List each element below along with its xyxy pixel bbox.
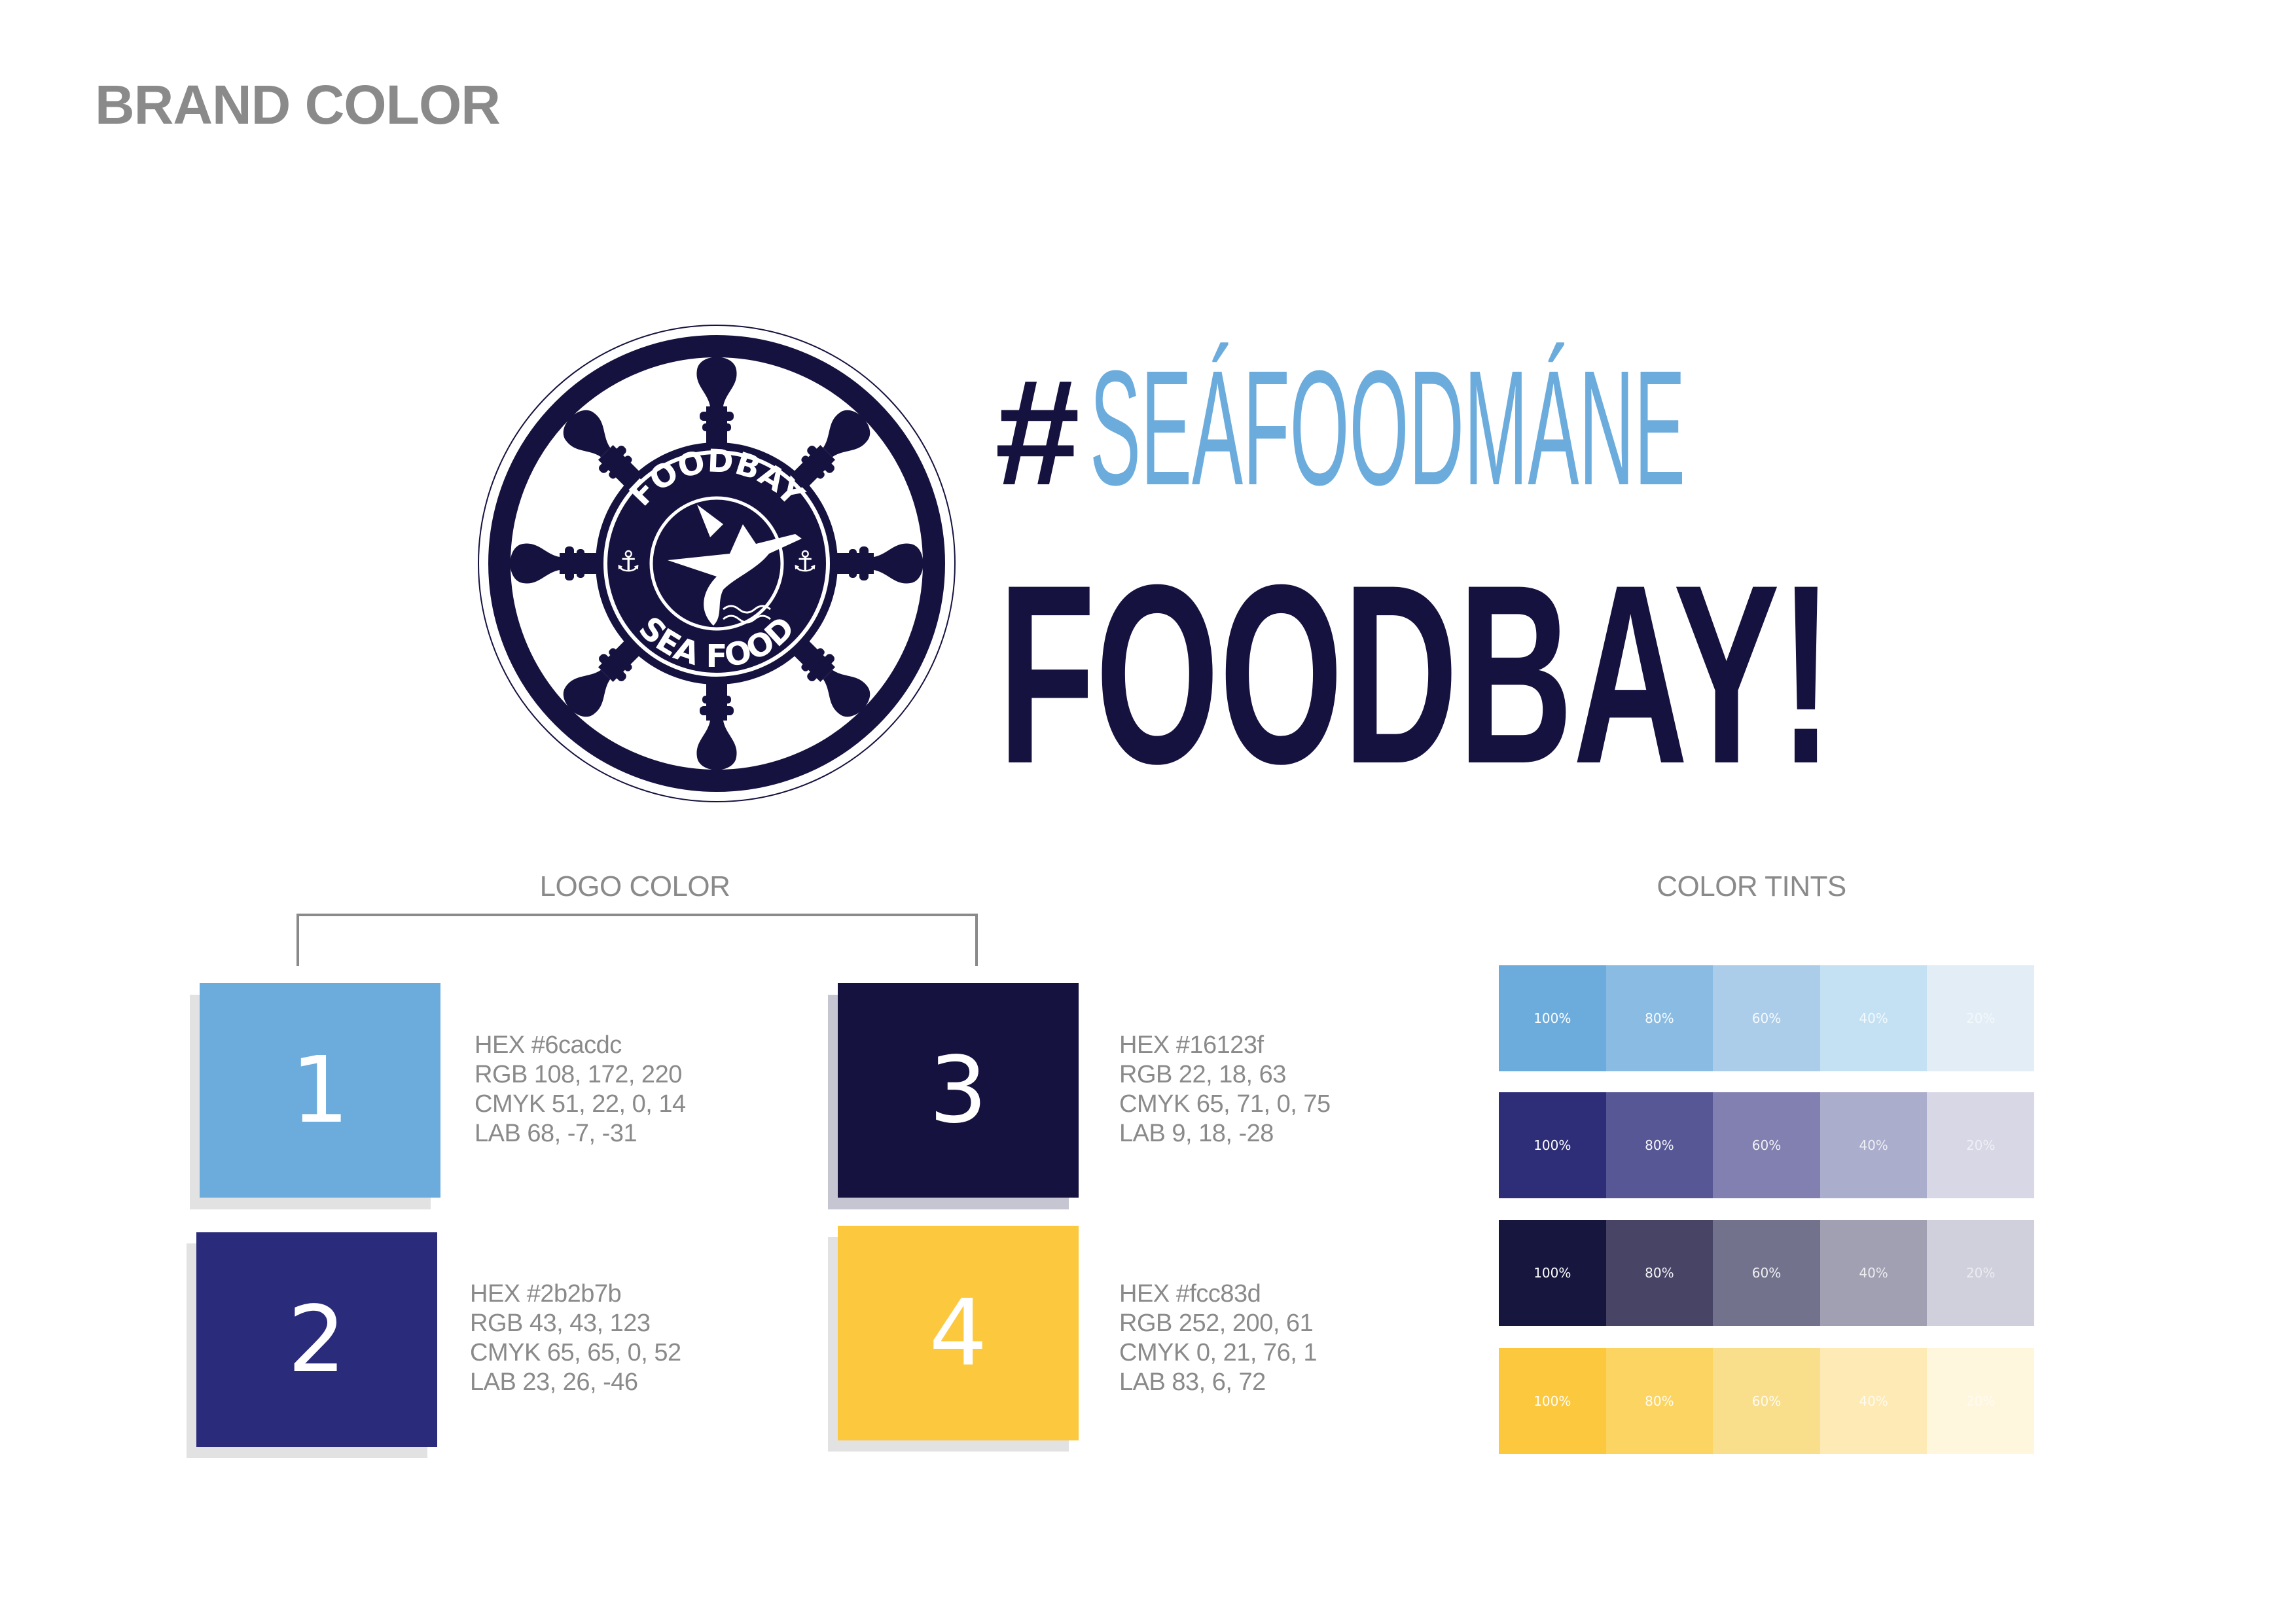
wheel-spoke [787, 634, 870, 717]
tint-cell: 80% [1605, 1220, 1713, 1326]
wheel-spoke [696, 675, 737, 770]
logo-ring [488, 335, 945, 792]
tint-cell: 40% [1820, 1092, 1928, 1198]
wheel-spoke [563, 634, 646, 717]
cmyk-value: CMYK 0, 21, 76, 1 [1119, 1339, 1318, 1366]
hex-value: HEX #6cacdc [475, 1031, 622, 1059]
tint-row: 100% 80% 60% 40% 20% [1499, 1220, 2034, 1326]
bracket-divider [296, 914, 978, 966]
hex-value: HEX #2b2b7b [470, 1280, 622, 1308]
tint-cell: 40% [1820, 965, 1928, 1071]
tint-row: 100% 80% 60% 40% 20% [1499, 965, 2034, 1071]
swatch-3-info: HEX #16123f RGB 22, 18, 63 CMYK 65, 71, … [1119, 1031, 1331, 1149]
marlin-fish-icon [668, 505, 802, 626]
tint-cell: 100% [1499, 1092, 1606, 1198]
hashtag-symbol: # [995, 348, 1080, 516]
tint-cell: 20% [1927, 1092, 2034, 1198]
tint-cell: 20% [1927, 965, 2034, 1071]
rgb-value: RGB 43, 43, 123 [470, 1310, 651, 1337]
swatch-2-info: HEX #2b2b7b RGB 43, 43, 123 CMYK 65, 65,… [470, 1279, 681, 1397]
brand-name: FOODBAY! [998, 531, 1833, 817]
tint-cell: 20% [1927, 1220, 2034, 1326]
tint-cell: 80% [1605, 965, 1713, 1071]
swatch-1-info: HEX #6cacdc RGB 108, 172, 220 CMYK 51, 2… [475, 1031, 686, 1149]
cmyk-value: CMYK 65, 71, 0, 75 [1119, 1090, 1331, 1118]
cmyk-value: CMYK 65, 65, 0, 52 [470, 1339, 681, 1366]
lab-value: LAB 23, 26, -46 [470, 1368, 638, 1396]
foodbay-logo: FOODBAY SEA FOOD ⚓ ⚓ [478, 325, 956, 802]
svg-text:⚓: ⚓ [792, 545, 817, 579]
lab-value: LAB 9, 18, -28 [1119, 1120, 1274, 1147]
tint-cell: 100% [1499, 1220, 1606, 1326]
rgb-value: RGB 22, 18, 63 [1119, 1061, 1286, 1088]
tint-cell: 60% [1713, 1092, 1820, 1198]
anchor-icon: ⚓ [615, 545, 641, 579]
tint-cell: 60% [1713, 1348, 1820, 1454]
rgb-value: RGB 252, 200, 61 [1119, 1310, 1314, 1337]
tint-cell: 40% [1820, 1220, 1928, 1326]
page-title: BRAND COLOR [95, 74, 501, 135]
logo-color-label: LOGO COLOR [539, 870, 730, 902]
swatch-3: 3 [838, 983, 1079, 1198]
hub-ring [603, 450, 830, 677]
hub-inner-ring [649, 496, 784, 631]
tint-cell: 60% [1713, 965, 1820, 1071]
swatch-1: 1 [200, 983, 440, 1198]
headline: # SEÁFOODMÁNE FOODBAY! [995, 336, 1833, 817]
logo-outer-line [478, 325, 956, 802]
tint-cell: 20% [1927, 1348, 2034, 1454]
swatch-2: 2 [196, 1232, 437, 1447]
lab-value: LAB 83, 6, 72 [1119, 1368, 1266, 1396]
tint-cell: 40% [1820, 1348, 1928, 1454]
wheel-spoke [828, 543, 924, 584]
tint-cell: 100% [1499, 965, 1606, 1071]
color-tints-label: COLOR TINTS [1657, 870, 1846, 902]
swatch-4: 4 [838, 1226, 1079, 1440]
lab-value: LAB 68, -7, -31 [475, 1120, 637, 1147]
cmyk-value: CMYK 51, 22, 0, 14 [475, 1090, 686, 1118]
tint-cell: 80% [1605, 1092, 1713, 1198]
swatch-4-info: HEX #fcc83d RGB 252, 200, 61 CMYK 0, 21,… [1119, 1279, 1318, 1397]
anchor-icon: ⚓ [792, 545, 817, 579]
tint-cell: 80% [1605, 1348, 1713, 1454]
hex-value: HEX #16123f [1119, 1031, 1264, 1059]
tint-row: 100% 80% 60% 40% 20% [1499, 1348, 2034, 1454]
tint-cell: 60% [1713, 1220, 1820, 1326]
hex-value: HEX #fcc83d [1119, 1280, 1261, 1308]
svg-text:⚓: ⚓ [615, 545, 641, 579]
tint-cell: 100% [1499, 1348, 1606, 1454]
wheel-spoke [696, 357, 737, 452]
wheel-spoke [510, 543, 605, 584]
hashtag-text: SEÁFOODMÁNE [1090, 336, 1685, 519]
rgb-value: RGB 108, 172, 220 [475, 1061, 682, 1088]
tint-row: 100% 80% 60% 40% 20% [1499, 1092, 2034, 1198]
